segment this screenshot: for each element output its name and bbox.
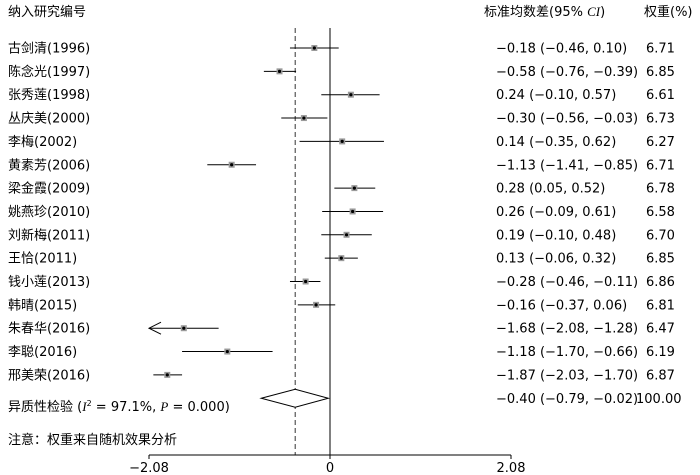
effect-estimate-text: −0.58 (−0.76, −0.39) [496,65,638,80]
study-label: 王恰(2011) [8,252,77,267]
effect-estimate-text: 0.26 (−0.09, 0.61) [496,205,616,220]
effect-estimate-text: 0.28 (0.05, 0.52) [496,182,605,197]
study-row: 姚燕珍(2010) 0.26 (−0.09, 0.61) 6.58 [8,205,675,220]
reference-lines [294,28,331,455]
header-study: 纳入研究编号 [8,5,86,20]
point-estimate [352,186,356,190]
weight-text: 6.78 [646,182,675,197]
weight-text: 6.70 [646,228,675,243]
weight-text: 6.61 [646,88,675,103]
effect-estimate-text: −0.28 (−0.46, −0.11) [496,275,638,290]
point-estimate [351,209,355,214]
study-label: 朱春华(2016) [8,322,90,337]
study-label: 梁金霞(2009) [8,181,90,197]
effect-estimate-text: −0.16 (−0.37, 0.06) [496,298,627,313]
weight-text: 6.85 [646,252,675,267]
study-row: 黄素芳(2006) −1.13 (−1.41, −0.85) 6.71 [8,158,675,173]
weight-text: 6.73 [646,112,675,127]
header-effect: 标准均数差(95% CI) [484,4,605,20]
study-label: 李梅(2002) [8,135,77,150]
weight-text: 6.71 [646,42,675,57]
overall-weight-text: 100.00 [636,392,682,407]
study-row: 李聪(2016) −1.18 (−1.70, −0.66) 6.19 [8,345,675,360]
study-label: 李聪(2016) [8,345,77,360]
pooled-diamond [259,388,331,408]
effect-estimate-text: 0.19 (−0.10, 0.48) [496,228,616,243]
header-weight: 权重(%) [644,4,693,20]
weight-text: 6.19 [646,345,675,360]
study-rows: 古剑清(1996) −0.18 (−0.46, 0.10) 6.71 陈念光(1997… [8,41,675,384]
point-estimate [182,326,186,330]
effect-estimate-text: 0.13 (−0.06, 0.32) [496,252,616,267]
study-label: 钱小莲(2013) [8,275,90,290]
study-row: 钱小莲(2013) −0.28 (−0.46, −0.11) 6.86 [8,275,675,290]
x-tick-label: 2.08 [497,461,526,475]
weight-text: 6.71 [646,158,675,173]
point-estimate [165,373,169,377]
weight-text: 6.47 [646,322,675,337]
point-estimate [340,139,344,143]
x-tick-label: 0 [326,461,334,475]
study-row: 李梅(2002) 0.14 (−0.35, 0.62) 6.27 [8,135,675,150]
study-label: 邢美荣(2016) [8,368,90,383]
effect-estimate-text: 0.24 (−0.10, 0.57) [496,88,616,103]
study-row: 丛庆美(2000) −0.30 (−0.56, −0.03) 6.73 [8,112,675,127]
weight-text: 6.58 [646,205,675,220]
effect-estimate-text: −1.13 (−1.41, −0.85) [496,158,638,173]
point-estimate [302,116,306,120]
x-tick-label: −2.08 [129,461,169,475]
effect-estimate-text: −0.18 (−0.46, 0.10) [496,42,627,57]
study-row: 邢美荣(2016) −1.87 (−2.03, −1.70) 6.87 [8,368,675,383]
study-label: 姚燕珍(2010) [8,205,90,220]
point-estimate [225,349,229,354]
study-label: 张秀莲(1998) [8,88,90,103]
footnote: 注意：权重来自随机效果分析 [8,432,177,448]
weight-text: 6.87 [646,368,675,383]
overall-effect-text: −0.40 (−0.79, −0.02) [496,392,638,407]
effect-estimate-text: −1.87 (−2.03, −1.70) [496,368,638,383]
study-label: 陈念光(1997) [8,64,90,80]
weight-text: 6.86 [646,275,675,290]
point-estimate [312,46,316,50]
study-label: 古剑清(1996) [8,41,90,57]
point-estimate [349,93,353,97]
study-label: 刘新梅(2011) [8,227,90,243]
x-axis: −2.08 0 2.08 [129,454,526,475]
study-row: 古剑清(1996) −0.18 (−0.46, 0.10) 6.71 [8,41,675,57]
weight-text: 6.27 [646,135,675,150]
study-row: 韩晴(2015) −0.16 (−0.37, 0.06) 6.81 [8,298,675,313]
overall-label: 异质性检验 (I2 = 97.1%, P = 0.000) [8,399,230,415]
weight-text: 6.81 [646,298,675,313]
weight-text: 6.85 [646,65,675,80]
study-row: 张秀莲(1998) 0.24 (−0.10, 0.57) 6.61 [8,88,675,103]
study-row: 王恰(2011) 0.13 (−0.06, 0.32) 6.85 [8,252,675,267]
overall-row: 异质性检验 (I2 = 97.1%, P = 0.000) −0.40 (−0.… [8,388,682,415]
point-estimate [230,163,234,167]
study-label: 黄素芳(2006) [8,158,90,173]
effect-estimate-text: −1.68 (−2.08, −1.28) [496,322,638,337]
study-row: 梁金霞(2009) 0.28 (0.05, 0.52) 6.78 [8,181,675,197]
effect-estimate-text: −0.30 (−0.56, −0.03) [496,112,638,127]
point-estimate [277,69,282,73]
study-label: 丛庆美(2000) [8,112,90,127]
point-estimate [339,256,343,260]
point-estimate [304,279,308,284]
point-estimate [344,233,349,237]
study-label: 韩晴(2015) [8,298,77,313]
study-row: 刘新梅(2011) 0.19 (−0.10, 0.48) 6.70 [8,227,675,243]
point-estimate [314,303,318,307]
study-row: 朱春华(2016) −1.68 (−2.08, −1.28) 6.47 [8,322,675,337]
effect-estimate-text: 0.14 (−0.35, 0.62) [496,135,616,150]
effect-estimate-text: −1.18 (−1.70, −0.66) [496,345,638,360]
study-row: 陈念光(1997) −0.58 (−0.76, −0.39) 6.85 [8,64,675,80]
